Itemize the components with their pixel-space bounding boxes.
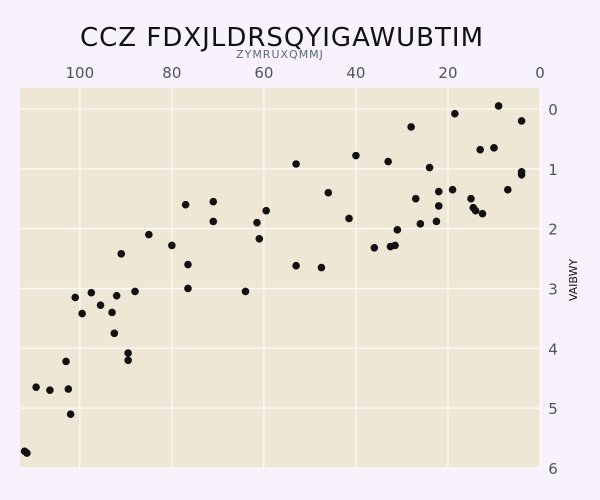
scatter-point [112,291,121,300]
scatter-point [478,209,487,218]
x-tick-label: 100 [66,64,95,82]
plot-area-background [20,88,540,468]
scatter-point [471,206,480,215]
scatter-point [131,287,139,296]
scatter-point [317,263,326,272]
scatter-point [425,163,434,172]
scatter-point [46,386,54,395]
x-tick-label: 80 [162,64,181,82]
scatter-point [384,157,392,166]
scatter-point [352,151,360,160]
scatter-point [432,217,441,226]
tick-layer: 100 80 60 40 20 0 0 1 2 3 4 5 6 [66,64,558,478]
scatter-point [517,170,526,179]
x-tick-label: 40 [346,64,365,82]
scatter-point [184,284,192,293]
scatter-point [78,309,86,318]
scatter-point [503,185,512,194]
y-tick-label: 5 [548,400,558,418]
scatter-point [184,260,192,269]
x-tick-label: 60 [254,64,273,82]
scatter-point [209,217,218,226]
y-axis-label: VAIBWY [567,259,580,302]
scatter-point [96,301,105,310]
scatter-point [168,241,176,250]
y-tick-label: 3 [548,280,558,298]
scatter-point [71,293,80,302]
y-tick-label: 2 [548,221,558,239]
scatter-point [23,449,31,457]
scatter-point [292,261,300,270]
scatter-point [448,185,457,194]
scatter-point [434,202,443,210]
scatter-point [87,288,96,297]
scatter-point [393,226,402,234]
scatter-point [181,200,190,209]
scatter-point [476,145,484,154]
scatter-point [324,188,333,197]
chart-title: CCZ FDXJLDRSQYIGAWUBTIM [80,23,484,53]
scatter-point [416,220,425,228]
scatter-point [494,102,503,110]
y-tick-label: 6 [548,460,558,478]
scatter-point [345,214,353,223]
point-layer [20,102,526,457]
x-tick-label: 0 [535,64,545,82]
grid-layer [20,88,541,469]
scatter-point [370,243,379,252]
scatter-point [490,144,498,152]
scatter-point [32,383,40,392]
x-axis-label: ZYMRUXQMMJ [236,48,324,61]
scatter-point [145,230,153,239]
scatter-point [110,329,119,338]
scatter-point [253,218,261,227]
scatter-point [262,206,270,215]
y-tick-label: 0 [548,101,558,119]
scatter-point [209,197,218,206]
scatter-point [467,194,475,203]
scatter-point [124,349,132,357]
scatter-point [255,235,264,243]
scatter-point [517,117,526,125]
scatter-point [64,385,73,393]
scatter-point [117,249,126,258]
scatter-point [241,287,250,296]
x-tick-label: 20 [438,64,457,82]
y-tick-label: 1 [548,161,558,179]
scatter-point [434,187,443,196]
scatter-point [108,308,116,317]
scatter-point [411,194,420,203]
scatter-point [292,160,300,168]
scatter-point [451,109,459,118]
y-tick-label: 4 [548,340,558,358]
scatter-point [407,123,415,131]
scatter-point [66,410,75,418]
scatter-point [391,241,399,250]
scatter-point [124,356,132,365]
scatter-point [62,357,70,366]
